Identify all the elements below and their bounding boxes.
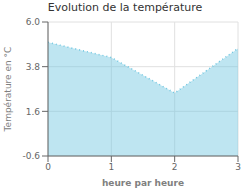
svg-text:2: 2 xyxy=(172,162,178,172)
svg-text:-0.6: -0.6 xyxy=(22,151,40,161)
svg-text:1: 1 xyxy=(108,162,114,172)
svg-text:3: 3 xyxy=(235,162,241,172)
svg-text:0: 0 xyxy=(45,162,51,172)
svg-text:Température en °C: Température en °C xyxy=(8,47,13,133)
svg-text:6.0: 6.0 xyxy=(26,17,41,27)
html-text:Evolution de la température: Evolution de la température xyxy=(47,1,203,14)
svg-text:heure par heure: heure par heure xyxy=(102,178,184,188)
svg-text:3.8: 3.8 xyxy=(26,62,41,72)
svg-text:1.6: 1.6 xyxy=(26,107,41,117)
